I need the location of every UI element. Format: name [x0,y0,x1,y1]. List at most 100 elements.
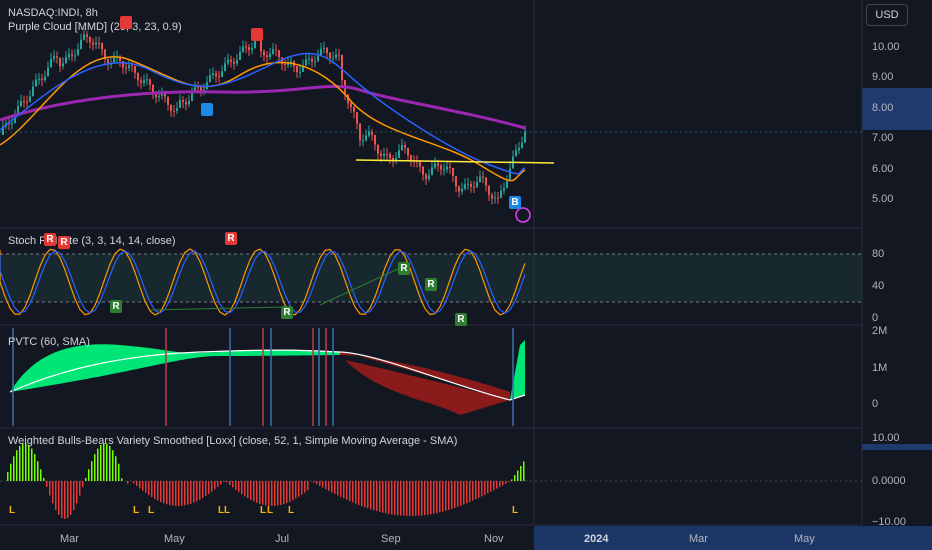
wbb-bar [82,481,84,487]
candle-body [422,166,424,175]
candle-body [362,140,364,142]
candle-body [497,197,499,199]
wbb-bar [511,479,513,481]
candle-body [59,57,61,67]
candle-body [449,166,451,168]
candle-body [473,186,475,188]
wbb-bar [433,481,435,514]
candle-body [236,60,238,64]
wbb-bar [292,481,294,501]
candle-body [77,49,79,56]
candle-body [98,42,100,44]
candle-body [8,123,10,125]
candle-body [101,42,103,50]
candle-body [107,59,109,65]
wbb-bar [295,481,297,499]
candle-body [524,131,526,143]
wbb-bar [148,481,150,496]
wbb-l-marker: L [260,505,267,516]
wbb-bar [457,481,459,507]
wbb-bar [223,481,225,483]
candle-body [230,59,232,62]
candle-body [158,95,160,98]
time-tick: Mar [689,533,708,545]
candle-body [407,147,409,156]
support-line [355,159,555,164]
wbb-bar [91,461,93,481]
candle-body [455,176,457,187]
wbb-bar [517,470,519,481]
candle-body [137,72,139,81]
wbb-l-marker: L [288,505,295,516]
wbb-bar [268,481,270,506]
candle-body [245,46,247,48]
wbb-bar [307,481,309,491]
wbb-bar [469,481,471,503]
candle-body [446,166,448,170]
candle-body [482,176,484,178]
currency-button[interactable]: USD [866,4,908,26]
wbb-bar [358,481,360,505]
wbb-bar [361,481,363,507]
candle-body [68,54,70,58]
wbb-bar [64,481,66,519]
wbb-bar [472,481,474,501]
wbb-bar [496,481,498,489]
price-tick: 8.00 [872,102,894,114]
wbb-bar [115,456,117,481]
candle-body [44,76,46,80]
candle-body [341,54,343,80]
wbb-bar [460,481,462,506]
wbb-bar [382,481,384,513]
candle-body [62,63,64,67]
wbb-bar [283,481,285,505]
candle-body [458,186,460,192]
wbb-bar [409,481,411,516]
pvtc-bar [318,328,320,426]
wbb-bar [97,448,99,481]
wbb-bar [175,481,177,506]
wbb-bar [412,481,414,516]
wbb-bar [34,454,36,481]
candle-body [194,87,196,94]
candle-body [464,184,466,189]
wbb-bar [415,481,417,516]
wbb-bar [487,481,489,494]
wbb-bar [277,481,279,506]
wbb-l-marker: L [9,505,16,516]
candle-body [275,49,277,51]
wbb-bar [151,481,153,498]
wbb-bar [166,481,168,505]
candle-body [26,101,28,103]
wbb-bar [22,443,24,481]
candle-body [368,131,370,136]
candle-body [302,65,304,72]
wbb-bar [520,466,522,481]
candle-body [254,41,256,49]
wbb-bar [445,481,447,511]
candle-body [95,42,97,45]
candle-body [329,52,331,59]
pvtc-bar [270,328,272,426]
candle-body [323,47,325,49]
candle-body [11,123,13,125]
wbb-bar [118,463,120,481]
wbb-bar [334,481,336,494]
candle-body [242,46,244,53]
wbb-bar [55,481,57,510]
candle-body [365,135,367,141]
wbb-bar [52,481,54,504]
candle-body [434,163,436,168]
pvtc-tick: 2M [872,325,888,337]
candle-body [485,177,487,186]
candle-body [104,49,106,60]
candle-body [170,104,172,111]
wbb-bar [265,481,267,506]
wbb-bar [319,481,321,486]
candle-body [143,80,145,83]
wbb-bar [196,481,198,502]
candle-body [185,102,187,105]
wbb-bar [88,469,90,481]
pvtc-bar [165,328,167,426]
